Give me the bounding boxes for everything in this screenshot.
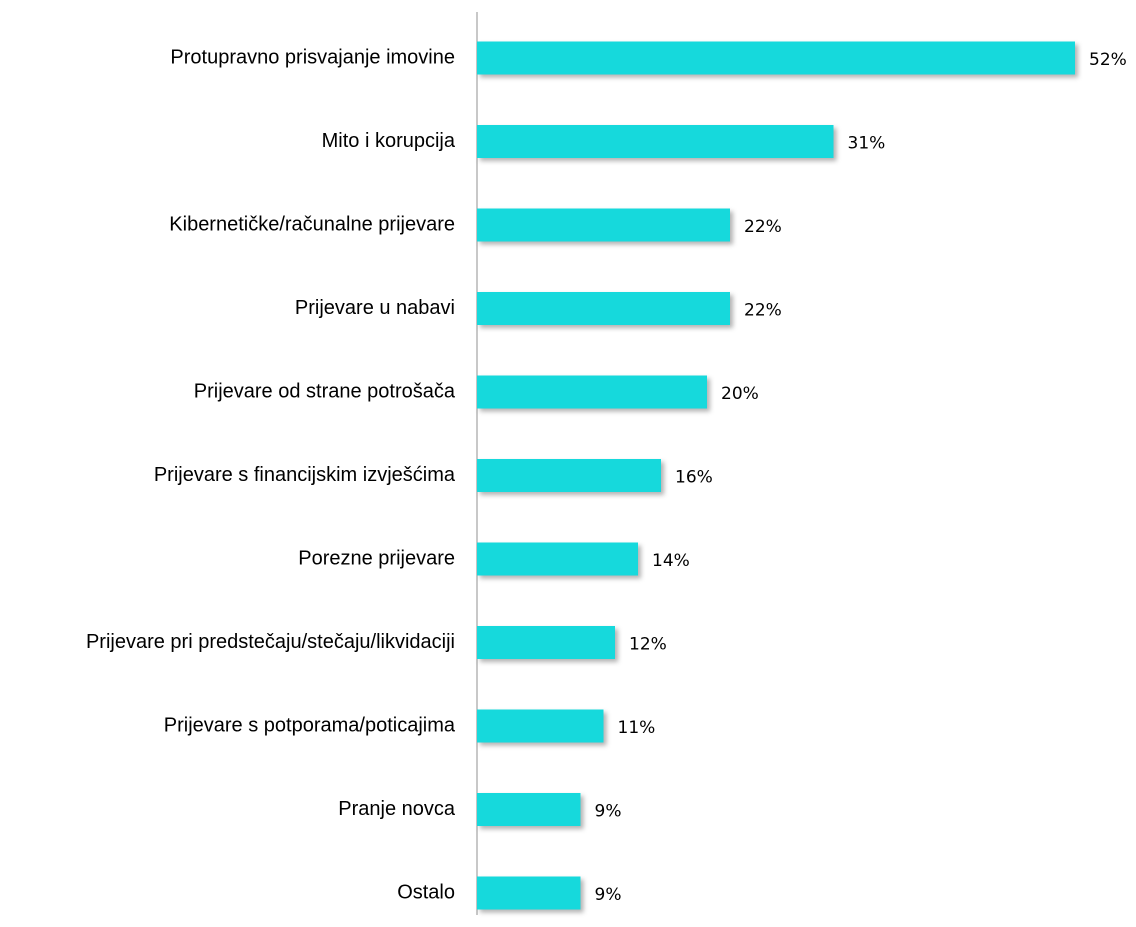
- category-label: Prijevare pri predstečaju/stečaju/likvid…: [86, 631, 455, 653]
- category-label: Porezne prijevare: [298, 547, 455, 569]
- data-label: 16%: [675, 468, 713, 488]
- category-label: Mito i korupcija: [322, 130, 456, 152]
- data-label: 31%: [848, 134, 886, 154]
- bar: [477, 626, 615, 659]
- bar: [477, 41, 1075, 75]
- category-label: Protupravno prisvajanje imovine: [170, 46, 455, 68]
- category-label: Prijevare od strane potrošača: [194, 380, 456, 402]
- bar: [477, 375, 707, 409]
- bar: [477, 542, 638, 576]
- bar: [477, 709, 604, 743]
- data-label: 12%: [629, 635, 667, 655]
- bar: [477, 459, 661, 492]
- category-label: Ostalo: [397, 881, 455, 903]
- data-label: 52%: [1089, 50, 1127, 70]
- data-label: 22%: [744, 301, 782, 321]
- data-label: 14%: [652, 551, 690, 571]
- category-label: Prijevare s financijskim izvješćima: [154, 464, 456, 486]
- bar: [477, 125, 834, 158]
- category-label: Prijevare s potporama/poticajima: [164, 714, 456, 736]
- data-label: 9%: [595, 885, 622, 905]
- bar: [477, 292, 730, 325]
- category-label: Kibernetičke/računalne prijevare: [169, 213, 455, 235]
- category-label: Prijevare u nabavi: [295, 297, 455, 319]
- bar: [477, 793, 581, 826]
- bar: [477, 876, 581, 910]
- data-label: 11%: [618, 718, 656, 738]
- data-label: 22%: [744, 217, 782, 237]
- data-label: 20%: [721, 384, 759, 404]
- category-label: Pranje novca: [338, 798, 456, 820]
- bar: [477, 208, 730, 242]
- data-label: 9%: [595, 802, 622, 822]
